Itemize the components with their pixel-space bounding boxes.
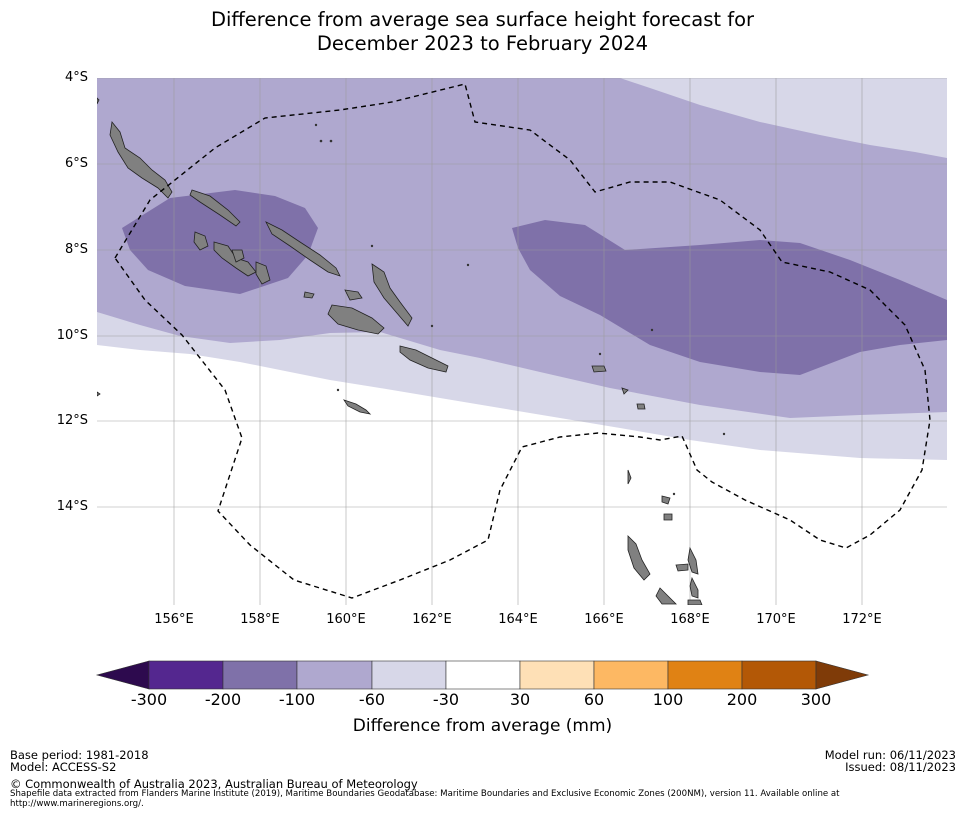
island-vella-lavella (255, 261, 271, 285)
lon-label-170e: 170°E (756, 612, 796, 627)
island-vanikoro (621, 387, 629, 395)
lon-label-162e: 162°E (412, 612, 452, 627)
model-run: Model run: 06/11/2023 (824, 748, 956, 762)
colorbar-tick-label: 30 (509, 690, 531, 709)
colorbar-bin-4 (371, 660, 447, 690)
colorbar-tick-label: -100 (278, 690, 316, 709)
small-atolls (314, 123, 726, 496)
shapefile-credit-line-2: http://www.marineregions.org/. (10, 798, 144, 809)
colorbar-bin-9 (741, 660, 817, 690)
lat-label-14s: 14°S (56, 499, 88, 514)
island-tikopia (636, 403, 646, 410)
colorbar-tick-label: -60 (358, 690, 386, 709)
colorbar-bin-8 (667, 660, 743, 690)
island-banks-2 (663, 513, 673, 521)
eez-boundary (114, 83, 931, 599)
island-santa-cruz-ndeni (591, 365, 607, 373)
colorbar-extend-low (95, 660, 150, 690)
colorbar-tick-label: 300 (800, 690, 832, 709)
island-maewo (687, 546, 699, 575)
island-new-georgia (193, 231, 209, 251)
colorbar-tick-label: -200 (204, 690, 242, 709)
colorbar-bin-7 (593, 660, 669, 690)
island-bismarck-edge (97, 97, 100, 105)
lon-label-166e: 166°E (584, 612, 624, 627)
lat-label-10s: 10°S (56, 328, 88, 343)
colorbar-tick-label: 100 (652, 690, 684, 709)
land-masses (97, 97, 703, 605)
lon-label-172e: 172°E (842, 612, 882, 627)
colorbar-tick-label: -30 (432, 690, 460, 709)
colorbar-title: Difference from average (mm) (352, 716, 613, 736)
colorbar-tick-label: -300 (130, 690, 168, 709)
lon-label-160e: 160°E (326, 612, 366, 627)
island-efate (687, 599, 703, 605)
map-area (97, 78, 947, 605)
colorbar-tick-label: 200 (726, 690, 758, 709)
island-malekula (655, 587, 677, 605)
footer-right: Model run: 06/11/2023 Issued: 08/11/2023 (825, 749, 956, 773)
island-espiritu-santo (627, 535, 651, 581)
lon-label-156e: 156°E (154, 612, 194, 627)
island-kolombangara (231, 249, 245, 263)
lat-label-12s: 12°S (56, 413, 88, 428)
title-line-2: December 2023 to February 2024 (316, 32, 649, 55)
colorbar-bin-6 (519, 660, 595, 690)
graticule (97, 78, 947, 605)
island-pentecost (689, 576, 699, 599)
anomaly-patch-west (122, 190, 318, 294)
colorbar-bin-2 (222, 660, 298, 690)
colorbar-extend-high (815, 660, 870, 690)
colorbar-bin-5 (445, 660, 521, 690)
colorbar-bin-3 (296, 660, 373, 690)
island-torres (627, 469, 632, 485)
chart-title: Difference from average sea surface heig… (0, 8, 965, 56)
island-makira (399, 345, 449, 373)
island-guadalcanal (327, 304, 385, 335)
lon-label-158e: 158°E (240, 612, 280, 627)
title-line-1: Difference from average sea surface heig… (210, 8, 755, 31)
lon-label-164e: 164°E (498, 612, 538, 627)
shapefile-credit: Shapefile data extracted from Flanders M… (10, 789, 910, 809)
shapefile-credit-line-1: Shapefile data extracted from Flanders M… (10, 789, 840, 799)
footer-left: Base period: 1981-2018 Model: ACCESS-S2 (10, 749, 149, 773)
colorbar-tick-label: 60 (583, 690, 605, 709)
island-bougainville (109, 121, 173, 199)
issued-date: Issued: 08/11/2023 (845, 760, 956, 774)
base-period: Base period: 1981-2018 (10, 748, 149, 762)
colorbar (95, 660, 870, 690)
island-rennell (343, 399, 372, 415)
copyright: © Commonwealth of Australia 2023, Austra… (10, 777, 418, 791)
island-ambae (675, 563, 689, 572)
island-florida (344, 289, 363, 301)
colorbar-bin-1 (148, 660, 224, 690)
model-name: Model: ACCESS-S2 (10, 760, 117, 774)
lat-label-8s: 8°S (64, 242, 88, 257)
lon-label-168e: 168°E (670, 612, 710, 627)
lat-label-6s: 6°S (64, 156, 88, 171)
island-louisiade-edge (97, 391, 101, 397)
island-santa-isabel (265, 221, 341, 277)
island-choiseul (189, 189, 241, 227)
island-malaita (371, 263, 413, 327)
island-russell (303, 291, 315, 299)
lat-label-4s: 4°S (64, 70, 88, 85)
island-banks (661, 495, 671, 505)
